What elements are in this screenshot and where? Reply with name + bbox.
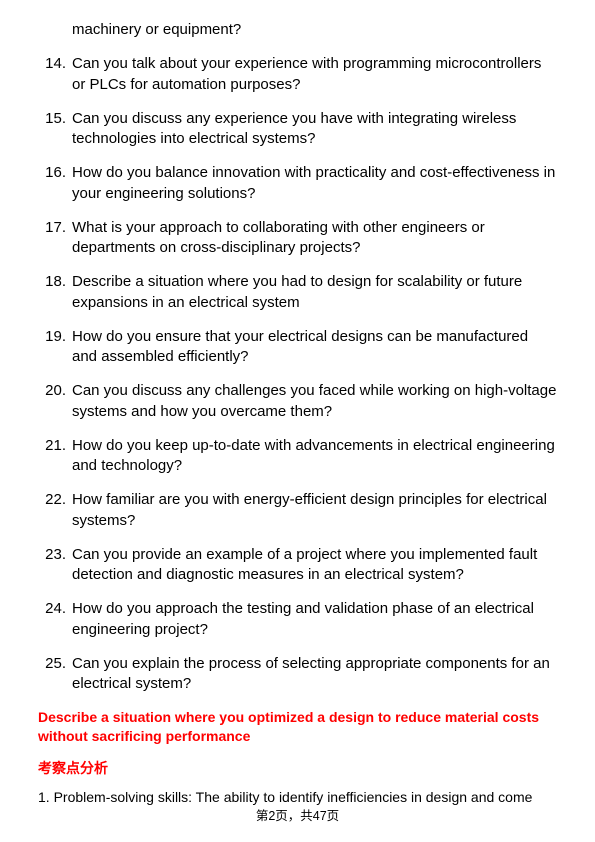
question-item: Can you explain the process of selecting… [38,654,557,695]
question-item: Describe a situation where you had to de… [38,272,557,313]
highlighted-prompt: Describe a situation where you optimized… [38,708,557,746]
page-footer: 第2页，共47页 [0,805,595,824]
question-item: How do you keep up-to-date with advancem… [38,436,557,477]
question-item: How do you ensure that your electrical d… [38,327,557,368]
question-item: Can you discuss any challenges you faced… [38,381,557,422]
question-item: How do you approach the testing and vali… [38,599,557,640]
question-item: Can you talk about your experience with … [38,54,557,95]
question-list: Can you talk about your experience with … [38,54,557,694]
question-item: How familiar are you with energy-efficie… [38,490,557,531]
analysis-section-label: 考察点分析 [38,758,557,778]
question-item: What is your approach to collaborating w… [38,218,557,259]
question-continuation: machinery or equipment? [72,20,557,40]
question-item: Can you provide an example of a project … [38,545,557,586]
question-item: How do you balance innovation with pract… [38,163,557,204]
question-item: Can you discuss any experience you have … [38,109,557,150]
